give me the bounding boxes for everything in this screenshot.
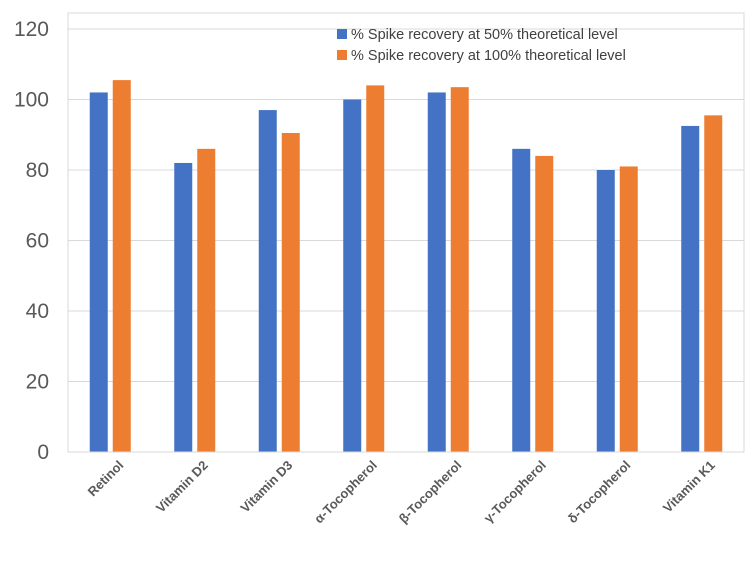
- x-tick-label: δ-Tocopherol: [565, 458, 634, 527]
- bar-series-100pct: [619, 166, 638, 452]
- bar-series-100pct: [450, 87, 469, 452]
- bar-series-50pct: [89, 92, 108, 452]
- bar-series-100pct: [704, 115, 723, 453]
- x-tick-label: γ-Tocopherol: [481, 458, 549, 526]
- gridlines: [67, 12, 745, 453]
- x-tick-label: Vitamin K1: [660, 458, 718, 516]
- y-tick-label: 0: [37, 441, 49, 464]
- bars: [89, 80, 723, 453]
- x-tick-label: Vitamin D3: [237, 458, 295, 516]
- bar-series-50pct: [343, 99, 362, 452]
- y-tick-label: 120: [14, 18, 49, 41]
- x-tick-label: Vitamin D2: [153, 458, 211, 516]
- bar-series-100pct: [366, 85, 385, 453]
- bar-series-50pct: [596, 170, 615, 452]
- y-tick-label: 40: [26, 300, 49, 323]
- legend: % Spike recovery at 50% theoretical leve…: [337, 27, 626, 64]
- bar-series-50pct: [174, 162, 193, 452]
- bar-series-100pct: [281, 132, 300, 453]
- y-tick-label: 100: [14, 89, 49, 112]
- bar-series-50pct: [512, 148, 531, 452]
- y-tick-label: 80: [26, 159, 49, 182]
- bar-series-100pct: [112, 80, 131, 453]
- plot-area-border: [67, 12, 745, 453]
- legend-label: % Spike recovery at 100% theoretical lev…: [351, 48, 626, 64]
- legend-label: % Spike recovery at 50% theoretical leve…: [351, 27, 618, 43]
- bar-series-50pct: [681, 125, 700, 452]
- y-tick-label: 60: [26, 230, 49, 253]
- y-tick-label: 20: [26, 371, 49, 394]
- x-tick-label: β-Tocopherol: [396, 458, 465, 527]
- bar-series-50pct: [427, 92, 446, 452]
- bar-series-50pct: [258, 110, 277, 452]
- legend-swatch: [337, 29, 347, 39]
- bar-series-100pct: [197, 148, 216, 452]
- x-tick-label: Retinol: [85, 458, 127, 500]
- x-tick-label: α-Tocopherol: [311, 458, 380, 527]
- legend-swatch: [337, 50, 347, 60]
- bar-series-100pct: [535, 155, 554, 452]
